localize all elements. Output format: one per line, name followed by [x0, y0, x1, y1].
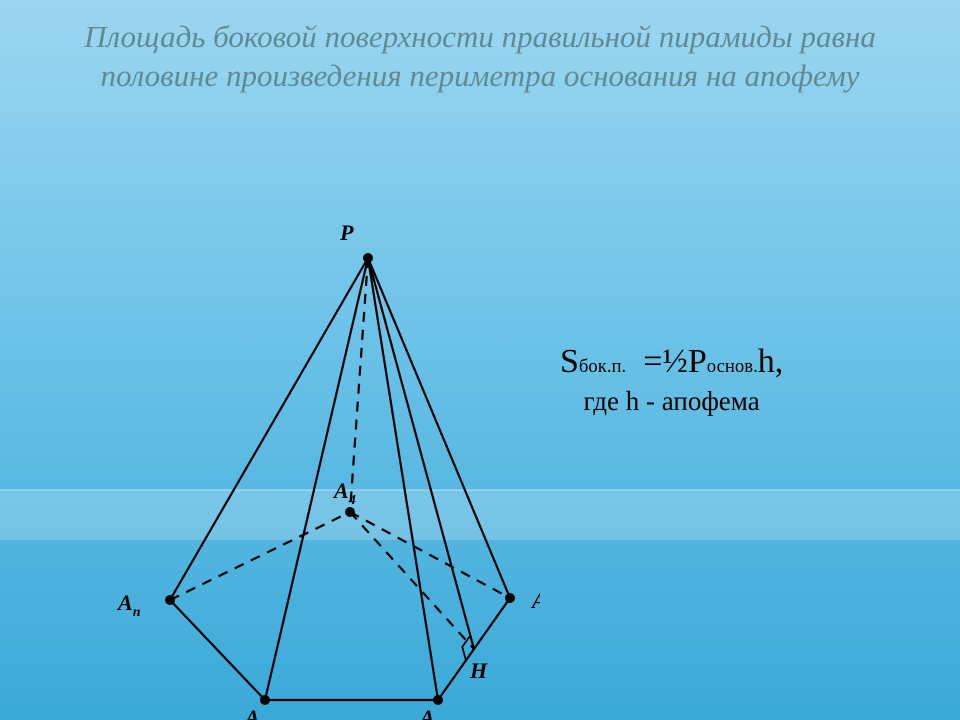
slide-title: Площадь боковой поверхности правильной п… [40, 18, 920, 96]
formula-block: Sбок.п. =½Pоснов.h, где h - апофема [560, 340, 783, 419]
point-A1 [260, 695, 270, 705]
formula-main: Sбок.п. =½Pоснов.h, [560, 340, 783, 384]
label-A1: A1 [243, 705, 267, 720]
pyramid-diagram: PA4AnA3A1A2H [70, 210, 540, 720]
edge-dashed-An-A4 [170, 512, 350, 600]
label-A3: A3 [530, 588, 540, 618]
formula-sub: где h - апофема [560, 384, 783, 419]
edge-P-A3 [368, 258, 510, 598]
point-An [165, 595, 175, 605]
point-P [363, 253, 373, 263]
label-H: H [469, 658, 488, 683]
edge-An-A1 [170, 600, 265, 700]
label-An: An [116, 590, 141, 620]
point-A2 [433, 695, 443, 705]
edge-A2-A3 [438, 598, 510, 700]
label-P: P [339, 220, 354, 245]
point-A3 [505, 593, 515, 603]
label-A2: A2 [418, 705, 442, 720]
point-A4 [345, 507, 355, 517]
edge-dashed-A4-A3 [350, 512, 510, 598]
edge-P-An [170, 258, 368, 600]
slide: Площадь боковой поверхности правильной п… [0, 0, 960, 720]
